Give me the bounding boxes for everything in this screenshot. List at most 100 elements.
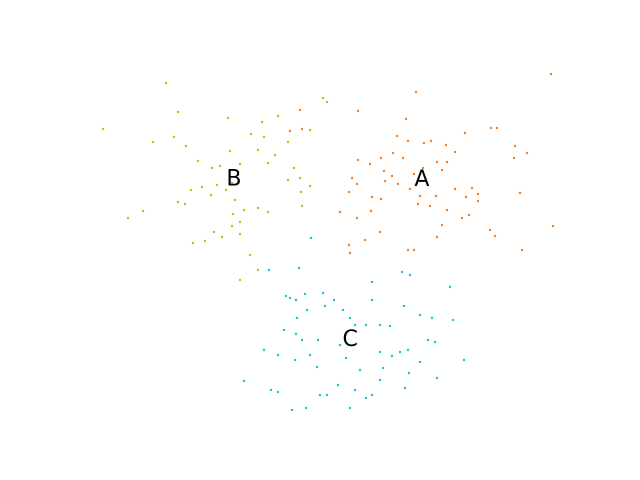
point [238, 232, 242, 236]
point [308, 128, 312, 132]
point [191, 241, 195, 245]
point [218, 164, 222, 168]
point [256, 268, 260, 272]
point [300, 204, 304, 208]
point [282, 328, 286, 332]
point [440, 223, 444, 227]
point [276, 390, 280, 394]
point [396, 182, 400, 186]
point [203, 239, 207, 243]
point [435, 376, 439, 380]
point [403, 386, 407, 390]
point [391, 151, 395, 155]
point [300, 338, 304, 342]
point [209, 193, 213, 197]
point [338, 343, 342, 347]
point [370, 280, 374, 284]
point [464, 195, 468, 199]
point [273, 153, 277, 157]
point [288, 296, 292, 300]
point [488, 228, 492, 232]
point [294, 332, 298, 336]
point [401, 156, 405, 160]
point [378, 378, 382, 382]
point [298, 176, 302, 180]
point [525, 151, 529, 155]
point [266, 210, 270, 214]
point [470, 186, 474, 190]
point [429, 139, 433, 143]
point [299, 190, 303, 194]
point [226, 116, 230, 120]
point [286, 140, 290, 144]
point [276, 353, 280, 357]
point [412, 172, 416, 176]
point [262, 135, 266, 139]
point [418, 313, 422, 317]
point [407, 371, 411, 375]
point [406, 248, 410, 252]
point [448, 285, 452, 289]
point [141, 209, 145, 213]
cluster-label: B [226, 166, 241, 191]
point [172, 135, 176, 139]
point [267, 268, 271, 272]
point [350, 176, 354, 180]
point [284, 294, 288, 298]
point [200, 185, 204, 189]
point [369, 209, 373, 213]
point [489, 126, 493, 130]
point [370, 298, 374, 302]
point [353, 323, 357, 327]
point [428, 204, 432, 208]
point [183, 202, 187, 206]
point [231, 212, 235, 216]
point [513, 144, 517, 148]
point [400, 270, 404, 274]
point [184, 144, 188, 148]
point [189, 188, 193, 192]
point [298, 108, 302, 112]
point [347, 190, 351, 194]
point [212, 230, 216, 234]
point [242, 379, 246, 383]
point [435, 160, 439, 164]
point [248, 253, 252, 257]
point [353, 388, 357, 392]
point [323, 304, 327, 308]
point [295, 316, 299, 320]
point [344, 356, 348, 360]
point [318, 393, 322, 397]
point [348, 316, 352, 320]
point [378, 230, 382, 234]
point [463, 131, 467, 135]
point [338, 210, 342, 214]
point [356, 109, 360, 113]
point [476, 192, 480, 196]
point [364, 323, 368, 327]
point [445, 208, 449, 212]
point [304, 406, 308, 410]
point [435, 235, 439, 239]
point [355, 182, 359, 186]
point [297, 266, 301, 270]
point [368, 162, 372, 166]
point [390, 354, 394, 358]
point [303, 292, 307, 296]
point [286, 178, 290, 182]
point [358, 368, 362, 372]
point [512, 156, 516, 160]
point [233, 198, 237, 202]
point [370, 393, 374, 397]
point [262, 348, 266, 352]
point [462, 358, 466, 362]
point [238, 220, 242, 224]
point [398, 350, 402, 354]
point [321, 291, 325, 295]
point [290, 408, 294, 412]
point [379, 156, 383, 160]
point [476, 199, 480, 203]
point [224, 188, 228, 192]
point [370, 195, 374, 199]
